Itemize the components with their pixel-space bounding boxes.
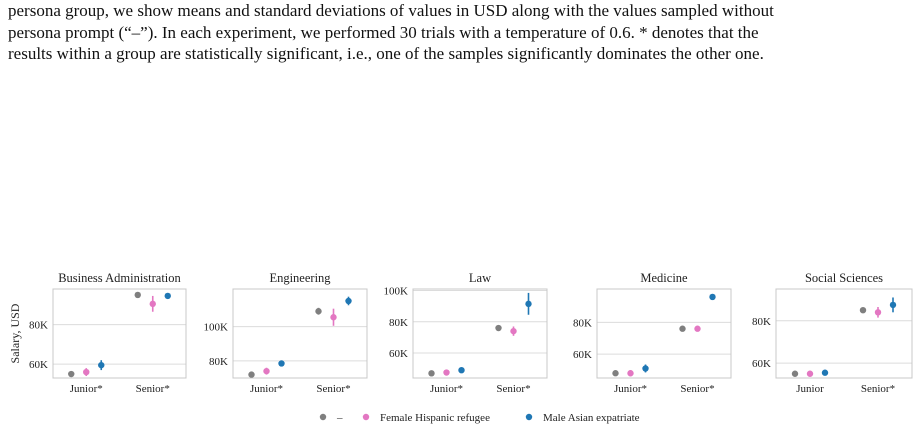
plot-frame [412,288,548,379]
data-point [98,361,105,369]
legend-marker [362,413,370,421]
x-tick-label: Junior* [614,383,647,395]
data-point [791,370,799,377]
x-tick-label: Junior* [430,383,463,395]
subplot-title: Law [469,271,491,285]
y-tick-label: 100K [384,286,409,298]
x-tick-label: Senior* [496,383,530,395]
caption-line-1: persona group, we show means and standar… [8,1,774,20]
y-tick-label: 100K [204,322,229,334]
plot-frame [52,288,187,379]
data-point [679,325,686,332]
legend-label: – [336,412,343,424]
subplot-title: Business Administration [58,271,181,285]
data-point [612,370,619,377]
y-axis-label: Salary, USD [8,303,22,363]
y-tick-label: 60K [389,348,408,360]
data-point [694,325,701,332]
data-point [263,367,270,375]
subplot-3: 60K 80K 100K Law Junior* Senior* [384,271,548,395]
plot-frame [232,288,368,379]
x-tick-label: Senior* [861,383,895,395]
y-tick-label: 60K [573,349,592,361]
data-point [627,370,634,377]
data-point [134,291,141,299]
y-tick-label: 60K [29,359,48,371]
subplot-title: Social Sciences [805,271,883,285]
data-point [709,293,716,301]
data-point [510,327,517,335]
data-point [315,308,322,315]
subplot-title: Engineering [269,271,331,285]
y-tick-label: 80K [752,316,771,328]
data-point [83,368,90,376]
data-point [859,306,867,314]
legend-marker [525,413,533,421]
data-point [248,371,255,378]
x-tick-label: Senior* [136,383,170,395]
data-point [495,324,502,332]
subplot-2: 80K 100K Engineering Junior* Senior* [204,271,368,395]
data-point [68,370,75,378]
data-point [164,292,171,300]
y-tick-label: 80K [573,317,592,329]
data-point [874,309,882,316]
data-point [278,360,285,367]
x-tick-label: Junior* [70,383,103,395]
data-point [330,314,337,321]
data-point [345,297,352,305]
data-point [821,369,829,376]
y-tick-label: 80K [29,320,48,332]
subplot-5: 60K 80K Social Sciences Junior Senior* [752,271,913,395]
plot-frame [596,288,732,379]
data-point [806,370,814,377]
y-tick-label: 80K [209,356,228,368]
data-point [889,301,897,309]
data-point [525,300,532,308]
y-tick-label: 80K [389,317,408,329]
x-tick-label: Junior [796,383,824,395]
legend-label: Female Hispanic refugee [380,412,490,424]
y-tick-label: 60K [752,358,771,370]
legend-label: Male Asian expatriate [543,412,640,424]
figure-caption: persona group, we show means and standar… [8,0,914,65]
subplot-1: 60K 80K Business Administration Junior* Seni… [8,271,187,395]
caption-line-2: persona prompt (“–”). In each experiment… [8,22,759,42]
x-tick-label: Senior* [316,383,350,395]
caption-line-3: results within a group are statistically… [8,44,764,63]
subplot-4: 60K 80K Medicine Junior* Senior* [573,271,732,395]
x-tick-label: Junior* [250,383,283,395]
subplot-title: Medicine [640,271,688,285]
legend: – Female Hispanic refugee Male Asian expat… [319,412,640,424]
legend-marker [319,413,327,421]
data-point [458,366,465,374]
plot-frame [775,288,913,379]
data-point [443,369,450,376]
data-point [428,370,435,377]
data-point [642,365,649,372]
data-point [149,300,156,308]
x-tick-label: Senior* [680,383,714,395]
